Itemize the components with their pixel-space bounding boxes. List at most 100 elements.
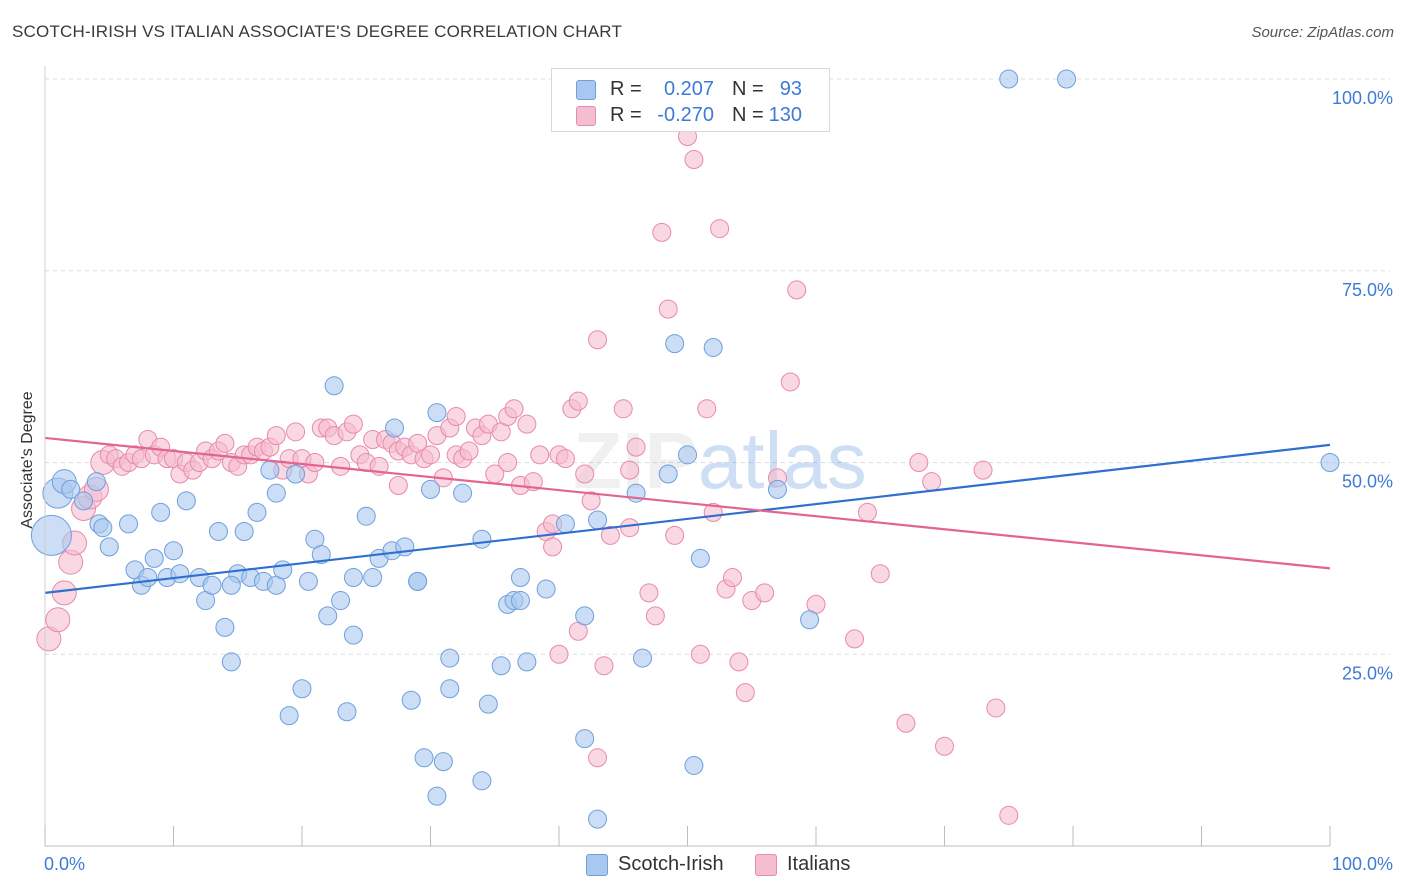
axis-layer: 25.0% 50.0% 75.0% 100.0% 0.0% 100.0% xyxy=(44,66,1393,874)
legend-n-label: N = xyxy=(732,104,764,126)
scotch-irish-point xyxy=(1057,69,1077,89)
bottom-legend-label: Scotch-Irish xyxy=(618,853,724,875)
legend-row-scotch-irish: R = 0.207 N = 93 xyxy=(552,76,829,102)
chart-title: SCOTCH-IRISH VS ITALIAN ASSOCIATE'S DEGR… xyxy=(12,22,623,41)
scotch-irish-point xyxy=(678,445,697,465)
italians-point xyxy=(575,464,595,484)
bottom-legend-label: Italians xyxy=(787,853,851,875)
italians-point xyxy=(935,736,954,756)
italians-point xyxy=(305,453,325,472)
scotch-irish-point xyxy=(453,483,473,503)
scotch-irish-point xyxy=(234,522,254,542)
italians-point xyxy=(388,476,408,496)
scotch-irish-point xyxy=(61,479,81,499)
y-tick-label: 75.0% xyxy=(1342,280,1393,300)
scotch-irish-point xyxy=(93,518,113,538)
italians-point xyxy=(626,437,646,457)
legend-r-label: R = xyxy=(610,78,642,100)
scotch-irish-point xyxy=(510,568,530,588)
italians-point xyxy=(710,219,730,239)
scotch-irish-point xyxy=(202,575,222,595)
scotch-irish-point xyxy=(440,648,460,668)
scotch-irish-point xyxy=(536,579,556,599)
scotch-irish-point xyxy=(575,729,595,749)
x-tick-label: 100.0% xyxy=(1332,854,1393,874)
italians-point xyxy=(690,644,710,664)
italians-point xyxy=(555,449,575,469)
scotch-irish-point xyxy=(472,771,492,791)
watermark: ZIPatlas xyxy=(573,416,866,505)
legend-r-value: -0.270 xyxy=(657,104,714,126)
italians-point xyxy=(266,426,286,446)
scotch-irish-point xyxy=(1320,453,1340,472)
italians-point xyxy=(620,460,640,480)
scotch-irish-point xyxy=(510,591,530,611)
italians-point xyxy=(549,644,569,664)
italians-point xyxy=(973,460,993,480)
italians-point xyxy=(45,607,71,633)
italians-point xyxy=(600,525,620,545)
italians-point xyxy=(787,280,807,300)
italians-point xyxy=(999,805,1019,825)
italians-point xyxy=(652,222,672,242)
scotch-irish-point xyxy=(401,690,421,710)
italians-point xyxy=(870,564,890,584)
scotch-irish-point xyxy=(491,656,511,676)
italians-point xyxy=(286,422,306,442)
italians-point xyxy=(517,414,537,434)
italians-trend-line xyxy=(44,436,1331,570)
scotch-irish-point xyxy=(575,606,595,626)
italians-point xyxy=(639,583,659,603)
scotch-irish-point xyxy=(555,514,575,534)
legend: R = 0.207 N = 93 R = -0.270 N = 130 xyxy=(551,68,830,132)
italians-point xyxy=(613,399,633,419)
italians-point xyxy=(543,537,563,557)
scotch-irish-point xyxy=(151,502,171,522)
italians-point xyxy=(665,525,685,545)
scotch-irish-point xyxy=(221,575,241,595)
scotch-irish-point xyxy=(164,541,183,561)
italians-point xyxy=(735,683,755,703)
italians-point xyxy=(857,502,877,522)
series-italians-points xyxy=(36,127,1019,825)
series-scotch-irish-points xyxy=(30,69,1340,829)
x-tick-label: 0.0% xyxy=(44,854,85,874)
y-tick-label: 50.0% xyxy=(1342,472,1393,492)
italians-point xyxy=(722,568,742,588)
scotch-irish-point xyxy=(30,514,72,556)
y-tick-label: 100.0% xyxy=(1332,88,1393,108)
italians-point xyxy=(504,399,524,419)
scotch-irish-point xyxy=(421,479,440,499)
scotch-irish-point xyxy=(440,679,460,699)
scotch-irish-point xyxy=(999,69,1019,89)
italians-point xyxy=(986,698,1006,718)
scotch-irish-point xyxy=(690,548,710,568)
source-label: Source: ZipAtlas.com xyxy=(1251,24,1394,41)
italians-point xyxy=(459,441,479,461)
scotch-irish-point xyxy=(74,491,94,511)
italians-point xyxy=(697,399,717,419)
italians-point xyxy=(896,713,916,733)
scotch-irish-point xyxy=(279,706,299,726)
bottom-legend-swatch-pink xyxy=(755,854,777,876)
italians-point xyxy=(922,472,942,492)
scotch-irish-point xyxy=(767,479,787,499)
trend-lines xyxy=(44,436,1331,594)
italians-point xyxy=(594,656,614,676)
scotch-irish-point xyxy=(433,752,453,772)
legend-n-value: 93 xyxy=(779,78,802,100)
grid-layer xyxy=(45,78,1390,655)
scotch-irish-point xyxy=(247,502,267,522)
bottom-legend-swatch-blue xyxy=(586,854,608,876)
scotch-irish-point xyxy=(633,648,653,668)
italians-point xyxy=(684,150,704,170)
scotch-irish-point xyxy=(138,568,158,588)
italians-point xyxy=(620,518,640,538)
scotch-irish-point xyxy=(99,537,119,557)
legend-r-label: R = xyxy=(610,104,642,126)
scotch-irish-point xyxy=(478,694,498,714)
scotch-irish-point xyxy=(408,571,428,591)
scotch-irish-trend-line xyxy=(44,443,1331,594)
italians-point xyxy=(215,433,235,453)
